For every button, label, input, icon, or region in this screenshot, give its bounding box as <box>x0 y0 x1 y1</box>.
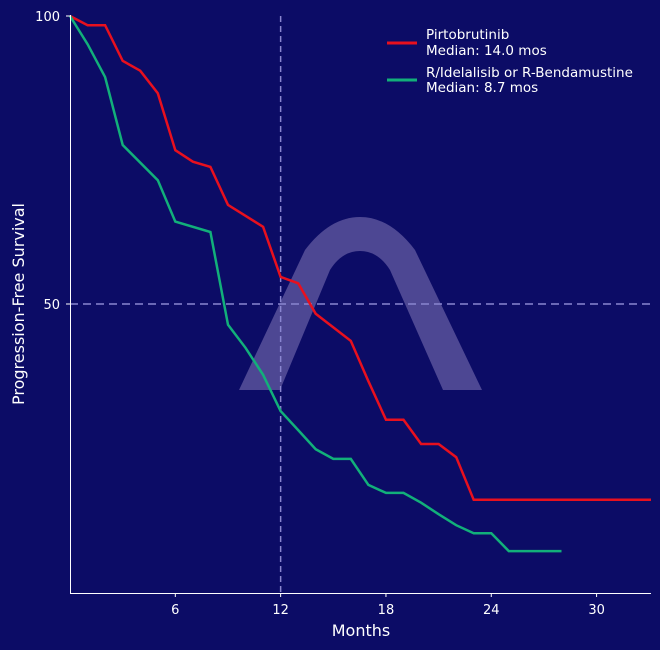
y-tick-label: 50 <box>43 298 60 313</box>
x-axis-label: Months <box>332 621 390 640</box>
legend-median-comparator: Median: 8.7 mos <box>426 80 538 96</box>
series-line-1 <box>68 15 562 553</box>
legend-median-pirtobrutinib: Median: 14.0 mos <box>426 43 547 59</box>
x-tick-label: 12 <box>272 603 289 618</box>
x-tick-label: 18 <box>378 603 395 618</box>
y-axis-label: Progression-Free Survival <box>9 203 28 405</box>
legend: Pirtobrutinib Median: 14.0 mos R/Idelali… <box>387 27 633 96</box>
legend-label-pirtobrutinib: Pirtobrutinib <box>426 27 509 43</box>
x-tick-label: 24 <box>483 603 500 618</box>
y-tick-label: 100 <box>35 10 60 25</box>
watermark-logo-icon <box>239 217 482 390</box>
x-tick-label: 30 <box>588 603 605 618</box>
series-line-0 <box>69 14 651 502</box>
x-tick-label: 6 <box>171 603 179 618</box>
legend-label-comparator: R/Idelalisib or R-Bendamustine <box>426 65 633 81</box>
